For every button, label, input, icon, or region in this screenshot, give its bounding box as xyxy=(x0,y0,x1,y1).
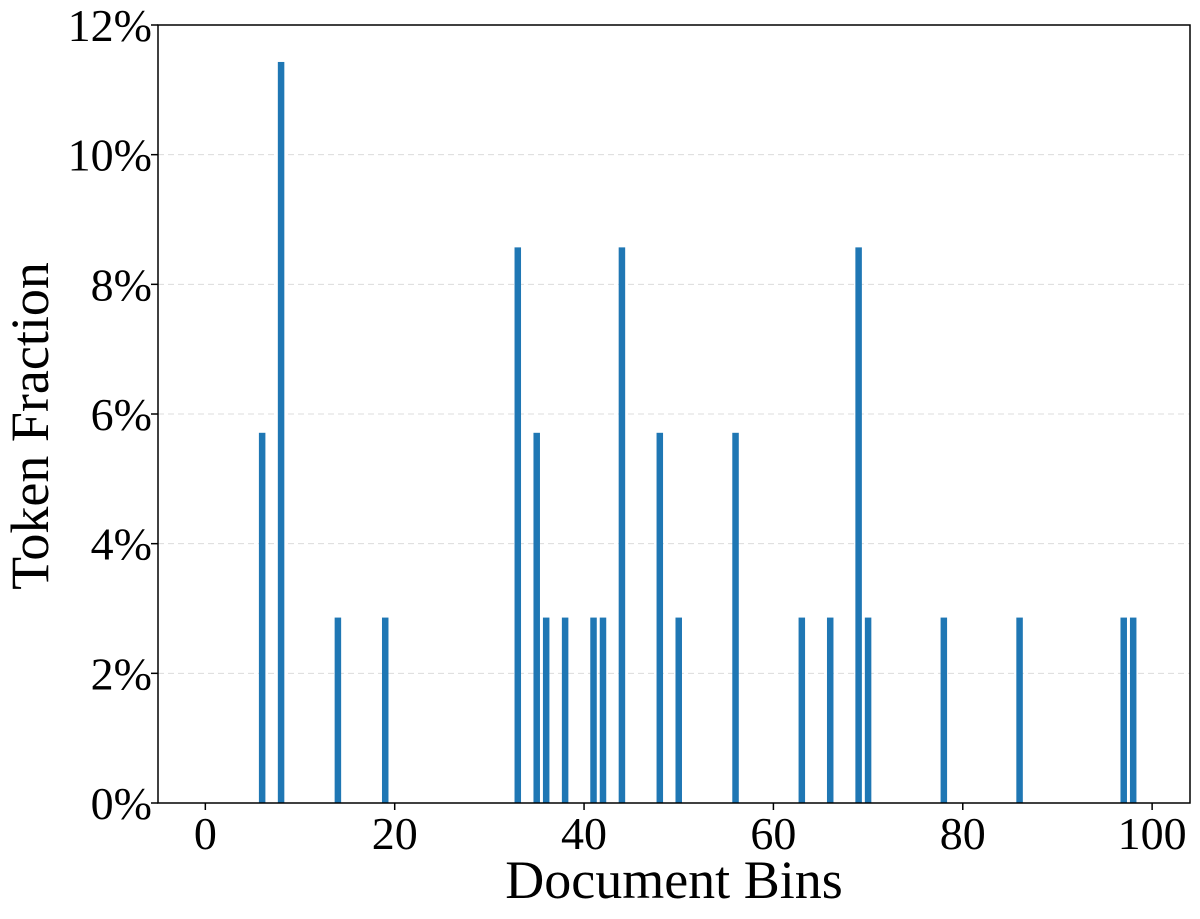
bar xyxy=(277,61,285,803)
bar xyxy=(514,247,522,804)
x-tick-label: 80 xyxy=(940,808,986,859)
bar xyxy=(940,617,948,803)
y-tick-label: 0% xyxy=(91,778,152,829)
bar xyxy=(1016,617,1023,803)
bar xyxy=(798,617,806,803)
bar xyxy=(533,432,540,803)
bar xyxy=(675,617,682,803)
x-tick-label: 20 xyxy=(372,808,418,859)
y-tick-label: 8% xyxy=(91,259,152,310)
bar xyxy=(258,432,266,803)
bar xyxy=(381,617,389,803)
x-axis: 0 20 40 60 80 100 xyxy=(194,803,1187,859)
y-axis-label: Token Fraction xyxy=(0,262,60,590)
x-tick-label: 40 xyxy=(561,808,607,859)
bar xyxy=(334,617,342,803)
y-tick-label: 2% xyxy=(91,648,152,699)
bar xyxy=(855,247,862,804)
bar xyxy=(1120,617,1127,803)
bar xyxy=(618,247,626,804)
bar xyxy=(732,432,739,803)
bar xyxy=(542,617,550,803)
bar xyxy=(864,617,872,803)
y-axis: 0% 2% 4% 6% 8% 10% 12% xyxy=(68,0,158,829)
grid-lines xyxy=(158,154,1190,674)
y-tick-label: 4% xyxy=(91,519,152,570)
bar xyxy=(561,617,569,803)
bar xyxy=(599,617,607,803)
y-tick-label: 6% xyxy=(91,389,152,440)
x-tick-label: 0 xyxy=(194,808,217,859)
x-axis-label: Document Bins xyxy=(505,850,842,910)
x-tick-label: 100 xyxy=(1118,808,1187,859)
bar xyxy=(590,617,597,803)
bar xyxy=(826,617,834,803)
bar xyxy=(656,432,664,803)
y-tick-label: 10% xyxy=(68,130,152,181)
bars xyxy=(258,61,1137,804)
x-tick-label: 60 xyxy=(750,808,796,859)
y-tick-label: 12% xyxy=(68,0,152,51)
bar xyxy=(1129,617,1137,803)
